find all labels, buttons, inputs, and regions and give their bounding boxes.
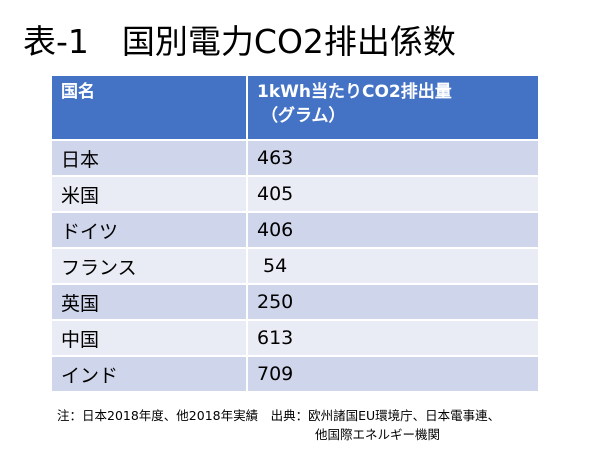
table-row: ドイツ 406 [52, 211, 538, 249]
table-row: フランス 54 [52, 247, 538, 285]
header-emission-unit: （グラム） [261, 106, 346, 126]
cell-country: 米国 [52, 175, 247, 213]
footnote-source: 注：日本2018年度、他2018年実績 出典：欧州諸国EU環境庁、日本電事連、 [57, 408, 501, 423]
cell-value: 406 [246, 211, 538, 249]
cell-country: 英国 [52, 283, 247, 321]
slide-title: 表-1 国別電力CO2排出係数 [23, 22, 456, 61]
cell-country: 日本 [52, 139, 247, 177]
table-row: 日本 463 [52, 139, 538, 177]
header-emission: 1kWh当たりCO2排出量 （グラム） [246, 76, 538, 141]
cell-value: 463 [246, 139, 538, 177]
table-row: 英国 250 [52, 283, 538, 321]
header-emission-line1: 1kWh当たりCO2排出量 [257, 82, 452, 102]
cell-value: 250 [246, 283, 538, 321]
cell-country: インド [52, 355, 247, 392]
co2-emission-table: 国名 1kWh当たりCO2排出量 （グラム） 日本 463 米国 405 ドイツ… [52, 76, 538, 392]
cell-country: フランス [52, 247, 247, 285]
footnote-source-continued: 他国際エネルギー機関 [315, 427, 441, 442]
cell-country: 中国 [52, 319, 247, 357]
cell-value: 405 [246, 175, 538, 213]
cell-value: 54 [246, 247, 538, 285]
table-row: 中国 613 [52, 319, 538, 357]
cell-value: 709 [246, 355, 538, 392]
table-row: 米国 405 [52, 175, 538, 213]
table-header-row: 国名 1kWh当たりCO2排出量 （グラム） [52, 76, 538, 141]
cell-country: ドイツ [52, 211, 247, 249]
cell-value: 613 [246, 319, 538, 357]
table-row: インド 709 [52, 355, 538, 392]
header-country: 国名 [52, 76, 247, 141]
